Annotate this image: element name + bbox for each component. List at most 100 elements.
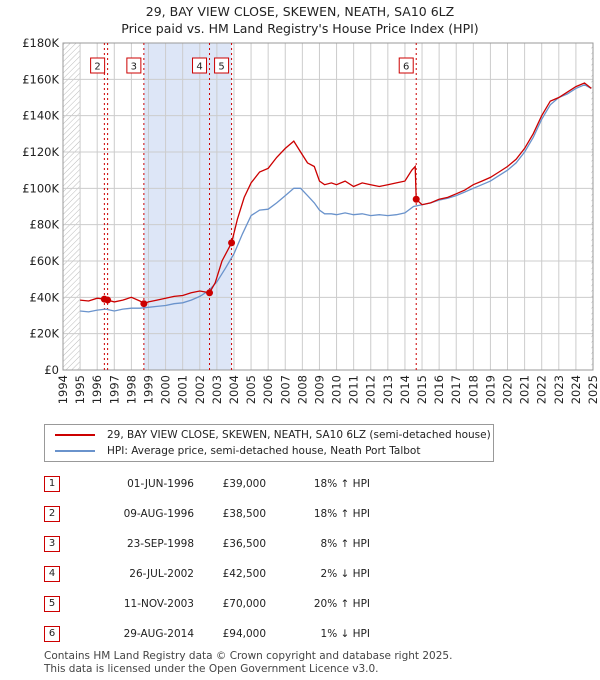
transaction-hpi-diff: 8% ↑ HPI xyxy=(320,538,370,550)
transaction-hpi-diff: 1% ↓ HPI xyxy=(320,628,370,640)
transaction-price: £39,000 xyxy=(222,478,266,490)
y-tick-label: £100K xyxy=(22,181,59,195)
x-tick-label: 2014 xyxy=(398,375,412,404)
y-tick-label: £160K xyxy=(22,72,59,86)
legend-swatch-hpi xyxy=(55,450,95,452)
transaction-hpi-diff: 20% ↑ HPI xyxy=(313,598,370,610)
x-tick-label: 2019 xyxy=(483,375,497,404)
chart-subtitle: Price paid vs. HM Land Registry's House … xyxy=(121,21,479,36)
y-tick-label: £0 xyxy=(44,363,59,377)
sale-label: 5 xyxy=(218,62,224,73)
transaction-date: 09-AUG-1996 xyxy=(123,508,194,520)
transaction-number: 2 xyxy=(44,506,60,522)
hatched-region xyxy=(591,43,593,370)
x-tick-label: 1996 xyxy=(90,375,104,404)
plot-border xyxy=(62,42,594,371)
sale-point xyxy=(206,289,214,297)
sale-label-box xyxy=(90,57,106,74)
transaction-price: £42,500 xyxy=(222,568,266,580)
x-tick-label: 1994 xyxy=(56,375,70,404)
x-tick-label: 1995 xyxy=(73,375,87,404)
y-tick-label: £60K xyxy=(30,254,60,268)
x-tick-label: 2024 xyxy=(569,375,583,404)
transaction-number: 4 xyxy=(44,566,60,582)
footer-copyright: Contains HM Land Registry data © Crown c… xyxy=(44,650,453,662)
property-series-line xyxy=(80,82,592,305)
chart-legend: 29, BAY VIEW CLOSE, SKEWEN, NEATH, SA10 … xyxy=(44,424,494,462)
transaction-price: £70,000 xyxy=(222,598,266,610)
x-tick-label: 2010 xyxy=(330,375,344,404)
x-tick-label: 2023 xyxy=(552,375,566,404)
x-tick-label: 2003 xyxy=(210,375,224,404)
x-tick-label: 2009 xyxy=(312,375,326,404)
hpi-series-line xyxy=(80,84,592,313)
legend-label-property: 29, BAY VIEW CLOSE, SKEWEN, NEATH, SA10 … xyxy=(107,429,491,441)
y-tick-label: £180K xyxy=(22,36,59,50)
x-tick-label: 2021 xyxy=(518,375,532,404)
sale-point xyxy=(412,195,420,203)
footer-licence: This data is licensed under the Open Gov… xyxy=(44,663,379,675)
x-tick-label: 2008 xyxy=(295,375,309,404)
transaction-row: 1 01-JUN-1996 £39,000 18% ↑ HPI xyxy=(44,474,564,494)
x-tick-label: 2006 xyxy=(261,375,275,404)
transaction-date: 29-AUG-2014 xyxy=(123,628,194,640)
transaction-price: £94,000 xyxy=(222,628,266,640)
x-tick-label: 1999 xyxy=(141,375,155,404)
x-tick-label: 2000 xyxy=(159,375,173,404)
y-tick-label: £20K xyxy=(30,327,60,341)
transaction-row: 2 09-AUG-1996 £38,500 18% ↑ HPI xyxy=(44,504,564,524)
legend-item-hpi: HPI: Average price, semi-detached house,… xyxy=(55,443,420,459)
x-tick-label: 2001 xyxy=(176,375,190,404)
plot-area xyxy=(63,43,593,370)
chart-title: 29, BAY VIEW CLOSE, SKEWEN, NEATH, SA10 … xyxy=(145,4,455,19)
legend-item-property: 29, BAY VIEW CLOSE, SKEWEN, NEATH, SA10 … xyxy=(55,427,491,443)
transaction-number: 1 xyxy=(44,476,60,492)
transaction-number: 6 xyxy=(44,626,60,642)
transaction-date: 01-JUN-1996 xyxy=(127,478,194,490)
sale-point xyxy=(228,239,236,247)
sale-point xyxy=(140,300,148,308)
x-tick-label: 2004 xyxy=(227,375,241,404)
sale-label-box xyxy=(398,57,414,74)
shaded-region xyxy=(143,43,232,370)
y-tick-label: £120K xyxy=(22,145,59,159)
x-tick-label: 2002 xyxy=(193,375,207,404)
sale-point xyxy=(104,296,112,304)
transaction-row: 5 11-NOV-2003 £70,000 20% ↑ HPI xyxy=(44,594,564,614)
x-tick-label: 2020 xyxy=(501,375,515,404)
x-tick-label: 2013 xyxy=(381,375,395,404)
transaction-date: 11-NOV-2003 xyxy=(123,598,194,610)
sale-label-box xyxy=(126,57,142,74)
x-tick-label: 2016 xyxy=(432,375,446,404)
transaction-number: 5 xyxy=(44,596,60,612)
x-tick-label: 1998 xyxy=(124,375,138,404)
y-tick-label: £80K xyxy=(30,218,60,232)
transaction-row: 6 29-AUG-2014 £94,000 1% ↓ HPI xyxy=(44,624,564,644)
x-tick-label: 2012 xyxy=(364,375,378,404)
y-tick-label: £140K xyxy=(22,109,59,123)
x-tick-label: 1997 xyxy=(107,375,121,404)
sale-label-box xyxy=(214,57,230,74)
transaction-row: 4 26-JUL-2002 £42,500 2% ↓ HPI xyxy=(44,564,564,584)
transaction-date: 26-JUL-2002 xyxy=(129,568,194,580)
x-tick-label: 2022 xyxy=(535,375,549,404)
x-tick-label: 2015 xyxy=(415,375,429,404)
sale-label-box xyxy=(192,57,208,74)
transaction-date: 23-SEP-1998 xyxy=(126,538,194,550)
x-tick-label: 2005 xyxy=(244,375,258,404)
transaction-hpi-diff: 18% ↑ HPI xyxy=(313,478,370,490)
x-tick-label: 2018 xyxy=(466,375,480,404)
legend-label-hpi: HPI: Average price, semi-detached house,… xyxy=(107,445,421,457)
x-tick-label: 2011 xyxy=(347,375,361,404)
transaction-hpi-diff: 2% ↓ HPI xyxy=(320,568,370,580)
sale-label: 2 xyxy=(94,62,100,73)
hatched-region xyxy=(63,43,81,370)
transaction-price: £38,500 xyxy=(222,508,266,520)
x-tick-label: 2007 xyxy=(278,375,292,404)
transaction-hpi-diff: 18% ↑ HPI xyxy=(313,508,370,520)
x-tick-label: 2025 xyxy=(586,375,600,404)
x-tick-label: 2017 xyxy=(449,375,463,404)
sale-label: 3 xyxy=(131,62,137,73)
sale-label: 6 xyxy=(403,62,409,73)
sale-label: 4 xyxy=(196,62,202,73)
